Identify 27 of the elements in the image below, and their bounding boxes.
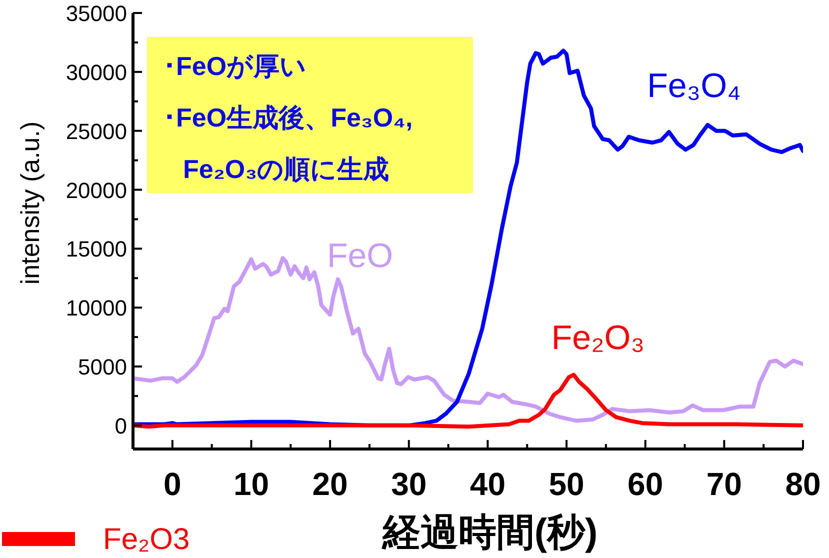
x-tick-label: 0 [164, 466, 182, 502]
x-tick-label: 20 [312, 466, 348, 502]
x-tick-label: 60 [628, 466, 664, 502]
x-axis-title: 経過時間(秒) [381, 512, 598, 554]
x-tick-label: 50 [548, 466, 584, 502]
y-tick-label: 10000 [66, 295, 127, 320]
annotation: ･FeOが厚い [163, 51, 307, 81]
legend-label: Fe₂O3 [103, 522, 190, 556]
annotation: Fe₃O₄ [647, 67, 741, 105]
y-tick-label: 30000 [66, 59, 127, 84]
x-tick-label: 80 [785, 466, 821, 502]
y-axis-title: intensity (a.u.) [15, 121, 45, 285]
annotation: Fe₂O₃の順に生成 [183, 154, 390, 184]
y-tick-label: 25000 [66, 118, 127, 144]
x-tick-label: 10 [233, 466, 270, 502]
y-tick-label: 15000 [66, 236, 127, 262]
x-tick-label: 70 [706, 466, 742, 502]
annotation: ･FeO生成後、Fe₃O₄, [163, 102, 413, 132]
y-tick-label: 35000 [66, 0, 127, 26]
y-tick-label: 20000 [66, 177, 127, 202]
x-tick-label: 30 [391, 466, 427, 502]
annotation: FeO [326, 237, 394, 275]
y-tick-label: 5000 [78, 354, 127, 380]
line-series [133, 372, 803, 429]
x-tick-label: 40 [470, 466, 506, 502]
annotation: Fe₂O₃ [551, 319, 645, 357]
y-tick-label: 0 [114, 412, 127, 438]
